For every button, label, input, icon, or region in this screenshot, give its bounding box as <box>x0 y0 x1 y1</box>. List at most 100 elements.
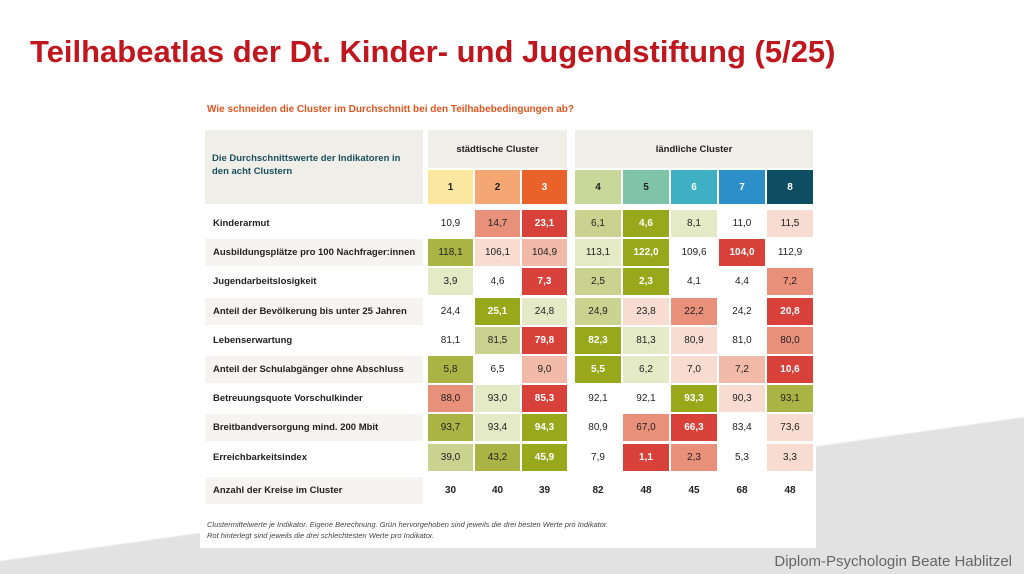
table-cell: 24,9 <box>575 297 621 325</box>
cluster-header: 7 <box>719 170 765 204</box>
row-label: Breitbandversorgung mind. 200 Mbit <box>205 414 423 442</box>
table-cell: 24,2 <box>719 297 765 325</box>
table-cell: 10,6 <box>767 356 813 383</box>
table-cell: 3,3 <box>767 443 813 471</box>
cluster-header: 3 <box>522 170 567 204</box>
row-label: Kinderarmut <box>205 210 423 237</box>
table-cell: 81,5 <box>475 326 520 354</box>
table-subtitle: Wie schneiden die Cluster im Durchschnit… <box>207 104 574 115</box>
table-cell: 113,1 <box>575 239 621 267</box>
footnote: Rot hinterlegt sind jeweils die drei sch… <box>207 531 435 540</box>
table-cell: 5,8 <box>428 356 473 383</box>
table-cell: 82 <box>575 477 621 504</box>
table-cell: 11,0 <box>719 210 765 237</box>
table-cell: 93,7 <box>428 414 473 442</box>
table-cell: 94,3 <box>522 414 567 442</box>
table-cell: 30 <box>428 477 473 504</box>
table-cell: 7,9 <box>575 443 621 471</box>
table-cell: 93,3 <box>671 385 717 413</box>
table-cell: 25,1 <box>475 297 520 325</box>
table-cell: 8,1 <box>671 210 717 237</box>
table-cell: 20,8 <box>767 297 813 325</box>
cluster-header: 2 <box>475 170 520 204</box>
table-cell: 48 <box>767 477 813 504</box>
table-cell: 80,0 <box>767 326 813 354</box>
cluster-header: 8 <box>767 170 813 204</box>
table-cell: 45,9 <box>522 443 567 471</box>
table-cell: 5,3 <box>719 443 765 471</box>
table-cell: 82,3 <box>575 326 621 354</box>
table-cell: 48 <box>623 477 669 504</box>
table-cell: 14,7 <box>475 210 520 237</box>
table-cell: 43,2 <box>475 443 520 471</box>
table-cell: 1,1 <box>623 443 669 471</box>
table-cell: 5,5 <box>575 356 621 383</box>
table-cell: 92,1 <box>623 385 669 413</box>
table-cell: 118,1 <box>428 239 473 267</box>
table-cell: 67,0 <box>623 414 669 442</box>
table-cell: 68 <box>719 477 765 504</box>
table-cell: 104,9 <box>522 239 567 267</box>
row-label: Anzahl der Kreise im Cluster <box>205 477 423 504</box>
table-cell: 6,5 <box>475 356 520 383</box>
table-cell: 81,0 <box>719 326 765 354</box>
table-cell: 88,0 <box>428 385 473 413</box>
table-cell: 39,0 <box>428 443 473 471</box>
table-cell: 22,2 <box>671 297 717 325</box>
group-header: städtische Cluster <box>428 130 567 168</box>
table-cell: 3,9 <box>428 268 473 296</box>
table-cell: 24,8 <box>522 297 567 325</box>
cluster-header: 4 <box>575 170 621 204</box>
table-cell: 40 <box>475 477 520 504</box>
table-cell: 79,8 <box>522 326 567 354</box>
table-cell: 10,9 <box>428 210 473 237</box>
header-bg <box>205 130 423 204</box>
row-label: Lebenserwartung <box>205 326 423 354</box>
table-cell: 23,8 <box>623 297 669 325</box>
table-cell: 106,1 <box>475 239 520 267</box>
table-cell: 23,1 <box>522 210 567 237</box>
row-label: Ausbildungsplätze pro 100 Nachfrager:inn… <box>205 239 423 267</box>
table-cell: 92,1 <box>575 385 621 413</box>
table-cell: 93,4 <box>475 414 520 442</box>
slide-title: Teilhabeatlas der Dt. Kinder- und Jugend… <box>30 34 836 69</box>
table-cell: 7,2 <box>719 356 765 383</box>
table-cell: 45 <box>671 477 717 504</box>
table-cell: 80,9 <box>671 326 717 354</box>
table-cell: 39 <box>522 477 567 504</box>
table-cell: 4,6 <box>623 210 669 237</box>
header-label: Die Durchschnittswerte der Indikatoren i… <box>212 153 401 177</box>
row-label: Jugendarbeitslosigkeit <box>205 268 423 296</box>
row-label: Anteil der Schulabgänger ohne Abschluss <box>205 356 423 383</box>
cluster-header: 1 <box>428 170 473 204</box>
table-cell: 11,5 <box>767 210 813 237</box>
footnote: Clustermittelwerte je Indikator. Eigene … <box>207 520 609 529</box>
table-cell: 4,6 <box>475 268 520 296</box>
table-cell: 80,9 <box>575 414 621 442</box>
table-cell: 6,2 <box>623 356 669 383</box>
table-cell: 112,9 <box>767 239 813 267</box>
table-cell: 104,0 <box>719 239 765 267</box>
table-cell: 85,3 <box>522 385 567 413</box>
table-cell: 81,1 <box>428 326 473 354</box>
table-cell: 93,0 <box>475 385 520 413</box>
table-cell: 7,2 <box>767 268 813 296</box>
table-cell: 66,3 <box>671 414 717 442</box>
table-cell: 9,0 <box>522 356 567 383</box>
table-cell: 2,3 <box>623 268 669 296</box>
cluster-header: 6 <box>671 170 717 204</box>
table-cell: 7,3 <box>522 268 567 296</box>
table-cell: 2,5 <box>575 268 621 296</box>
table-cell: 122,0 <box>623 239 669 267</box>
table-cell: 90,3 <box>719 385 765 413</box>
cluster-header: 5 <box>623 170 669 204</box>
row-label: Betreuungsquote Vorschulkinder <box>205 385 423 413</box>
table-cell: 4,4 <box>719 268 765 296</box>
table-cell: 109,6 <box>671 239 717 267</box>
table-cell: 4,1 <box>671 268 717 296</box>
table-cell: 81,3 <box>623 326 669 354</box>
table-cell: 73,6 <box>767 414 813 442</box>
table-cell: 7,0 <box>671 356 717 383</box>
table-cell: 83,4 <box>719 414 765 442</box>
